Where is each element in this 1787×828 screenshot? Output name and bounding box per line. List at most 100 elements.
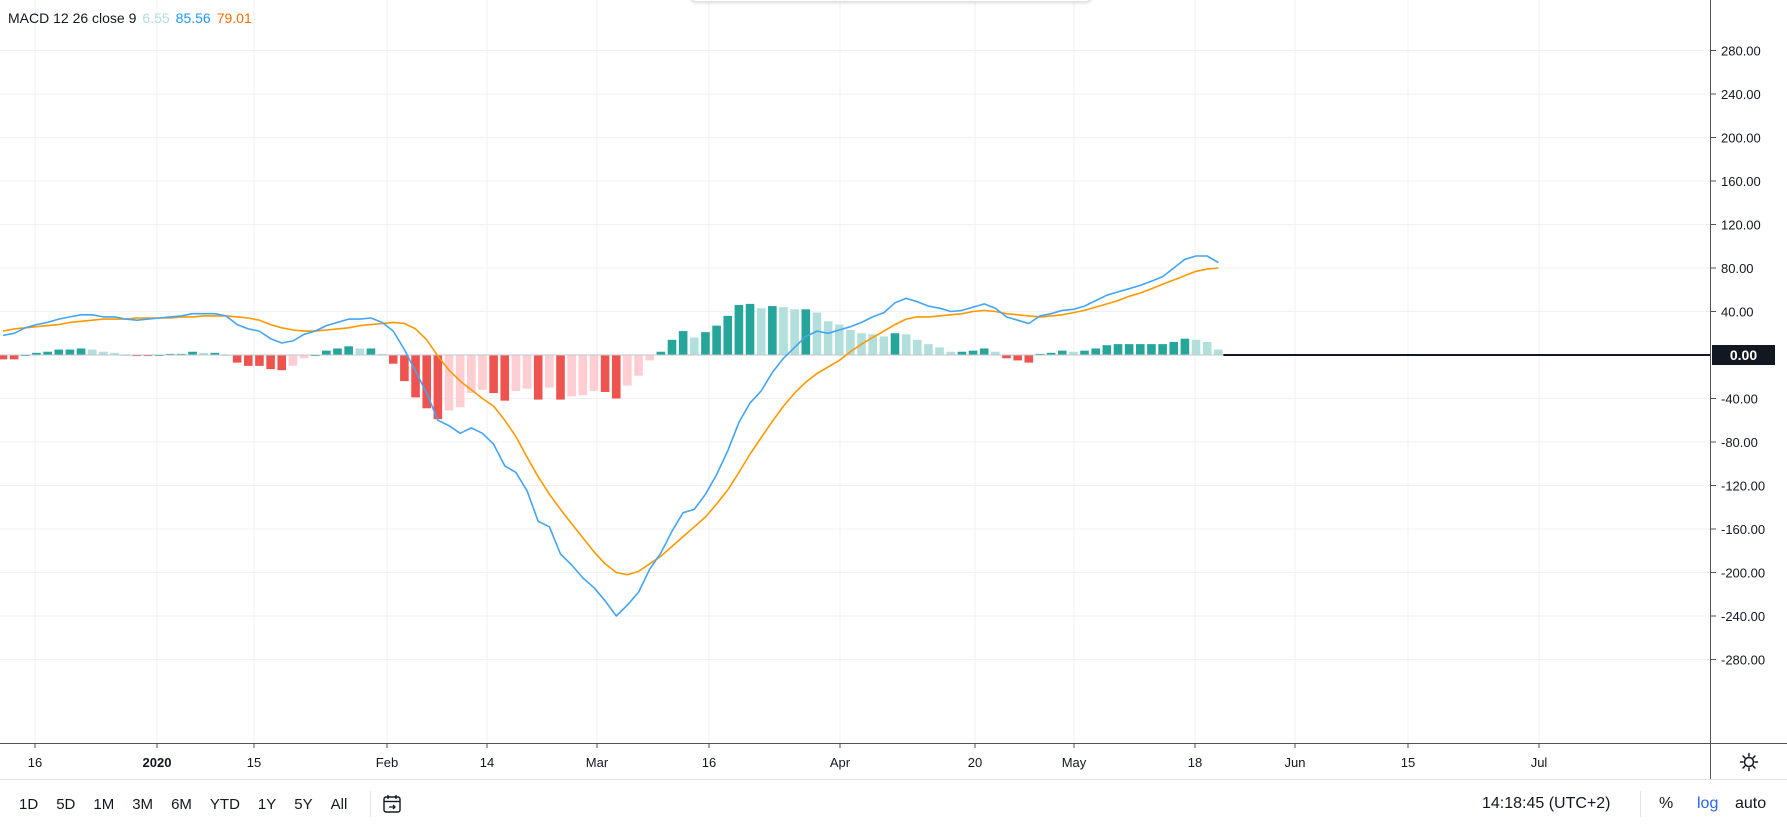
- range-button-1d[interactable]: 1D: [19, 795, 39, 813]
- histogram-bar: [913, 339, 922, 355]
- x-tick-label: 20: [968, 755, 982, 770]
- clock-timezone[interactable]: 14:18:45 (UTC+2): [1482, 795, 1611, 812]
- range-button-all[interactable]: All: [330, 795, 348, 813]
- range-button-1y[interactable]: 1Y: [257, 795, 277, 813]
- histogram-bar: [65, 349, 75, 355]
- histogram-bar: [1057, 350, 1067, 355]
- histogram-bar: [823, 321, 833, 355]
- histogram-bar: [946, 351, 956, 355]
- histogram-bar: [1202, 341, 1212, 355]
- histogram-bar: [511, 355, 521, 391]
- histogram-bar: [567, 355, 576, 397]
- range-button-6m[interactable]: 6M: [171, 795, 192, 813]
- x-tick-label: Jun: [1285, 755, 1306, 770]
- histogram-bar: [623, 355, 632, 386]
- histogram-bar: [165, 353, 175, 355]
- y-tick-label: -40.00: [1721, 392, 1758, 407]
- y-tick-label: -80.00: [1721, 435, 1758, 450]
- histogram-bar: [734, 304, 744, 355]
- indicator-legend[interactable]: MACD 12 26 close 9 6.55 85.56 79.01: [8, 10, 258, 26]
- signal-value: 79.01: [216, 10, 252, 26]
- histogram-bar: [667, 339, 677, 355]
- zero-price-label: 0.00: [1712, 345, 1775, 365]
- toolbar-divider: [370, 791, 372, 817]
- range-button-5d[interactable]: 5D: [56, 795, 76, 813]
- histogram-bar: [690, 337, 699, 355]
- toolbar-divider-right: [1640, 791, 1641, 817]
- histogram-bar: [277, 355, 287, 371]
- histogram-bar: [1124, 344, 1134, 355]
- histogram-bar: [433, 355, 443, 420]
- histogram-bar: [244, 355, 253, 366]
- time-axis-labels: 16 2020 15 Feb 14 Mar 16 Apr 20 May 18 Jun 15 Jul: [28, 744, 1548, 770]
- histogram-bar: [0, 355, 8, 360]
- histogram-bar: [756, 308, 766, 355]
- x-tick-label: May: [1062, 755, 1087, 770]
- histogram-bar: [600, 355, 610, 392]
- histogram-bar: [834, 324, 844, 355]
- x-tick-label: 2020: [143, 755, 172, 770]
- y-tick-label: 280.00: [1721, 44, 1761, 59]
- gear-icon: [1739, 752, 1759, 771]
- histogram-bar: [745, 303, 755, 355]
- bottom-toolbar: 1D 5D 1M 3M 6M YTD 1Y 5Y All 14:18:45 (UTC+2) % …: [0, 779, 1787, 828]
- histogram-bar: [901, 334, 911, 355]
- histogram-bar: [879, 336, 889, 355]
- auto-toggle[interactable]: auto: [1735, 795, 1767, 812]
- histogram-bar: [1191, 339, 1201, 355]
- histogram-bar: [411, 355, 420, 398]
- histogram-bar: [634, 355, 643, 376]
- histogram-bar: [9, 355, 19, 360]
- histogram-bar: [177, 353, 186, 355]
- x-tick-label: 18: [1188, 755, 1202, 770]
- range-button-5y[interactable]: 5Y: [294, 795, 313, 813]
- histogram-bar: [478, 355, 487, 390]
- histogram-bar: [890, 333, 900, 355]
- histogram-bar: [1069, 351, 1078, 355]
- histogram-bar: [366, 348, 376, 355]
- range-button-1m[interactable]: 1M: [93, 795, 115, 813]
- histogram-bar: [299, 355, 309, 359]
- histogram-bar: [377, 353, 387, 355]
- histogram-bar: [333, 348, 342, 355]
- y-tick-label: -160.00: [1721, 522, 1765, 537]
- histogram-bar: [801, 309, 811, 355]
- y-tick-label: 240.00: [1721, 87, 1761, 102]
- chart-pane[interactable]: MACD 12 26 close 9 6.55 85.56 79.01: [0, 0, 1710, 743]
- histogram-bar: [500, 355, 510, 401]
- calendar-range-icon[interactable]: [381, 793, 403, 815]
- chart-settings-button[interactable]: [1710, 743, 1787, 779]
- log-toggle[interactable]: log: [1697, 795, 1719, 812]
- histogram-bar: [143, 355, 153, 357]
- signal-line: [2, 267, 1219, 576]
- macd-value: 85.56: [175, 10, 211, 26]
- histogram-bar: [355, 348, 365, 355]
- histogram-bar: [54, 349, 64, 355]
- range-button-3m[interactable]: 3M: [132, 795, 154, 813]
- histogram-bar: [1180, 338, 1190, 355]
- histogram-bar: [210, 352, 220, 355]
- histogram-bar: [578, 355, 588, 396]
- histogram-bar: [76, 348, 86, 355]
- histogram-bar: [1158, 344, 1167, 355]
- histogram-bar: [656, 351, 666, 355]
- histogram-bar: [924, 344, 933, 355]
- top-panel-tab[interactable]: [690, 0, 1092, 2]
- x-tick-label: 15: [1401, 755, 1415, 770]
- date-range-buttons: 1D 5D 1M 3M 6M YTD 1Y 5Y All: [0, 796, 356, 813]
- histogram-bar: [132, 355, 142, 357]
- x-tick-label: Apr: [830, 755, 851, 770]
- percent-toggle[interactable]: %: [1659, 795, 1674, 812]
- price-axis-labels: 280.00 240.00 200.00 160.00 120.00 80.00 40.00…: [1711, 44, 1765, 668]
- range-button-ytd[interactable]: YTD: [209, 795, 240, 813]
- histogram-bar: [288, 355, 298, 366]
- histogram-bar: [868, 334, 877, 355]
- histogram-bar: [400, 355, 409, 382]
- histogram-bar: [846, 329, 855, 355]
- histogram-bar: [1091, 348, 1100, 355]
- x-tick-label: Jul: [1531, 755, 1548, 770]
- histogram-bar: [678, 331, 688, 355]
- histogram-bar: [1046, 352, 1056, 355]
- price-axis[interactable]: 280.00 240.00 200.00 160.00 120.00 80.00 40.00…: [1710, 0, 1787, 743]
- time-axis[interactable]: 16 2020 15 Feb 14 Mar 16 Apr 20 May 18 Jun 15 Jul: [0, 743, 1710, 779]
